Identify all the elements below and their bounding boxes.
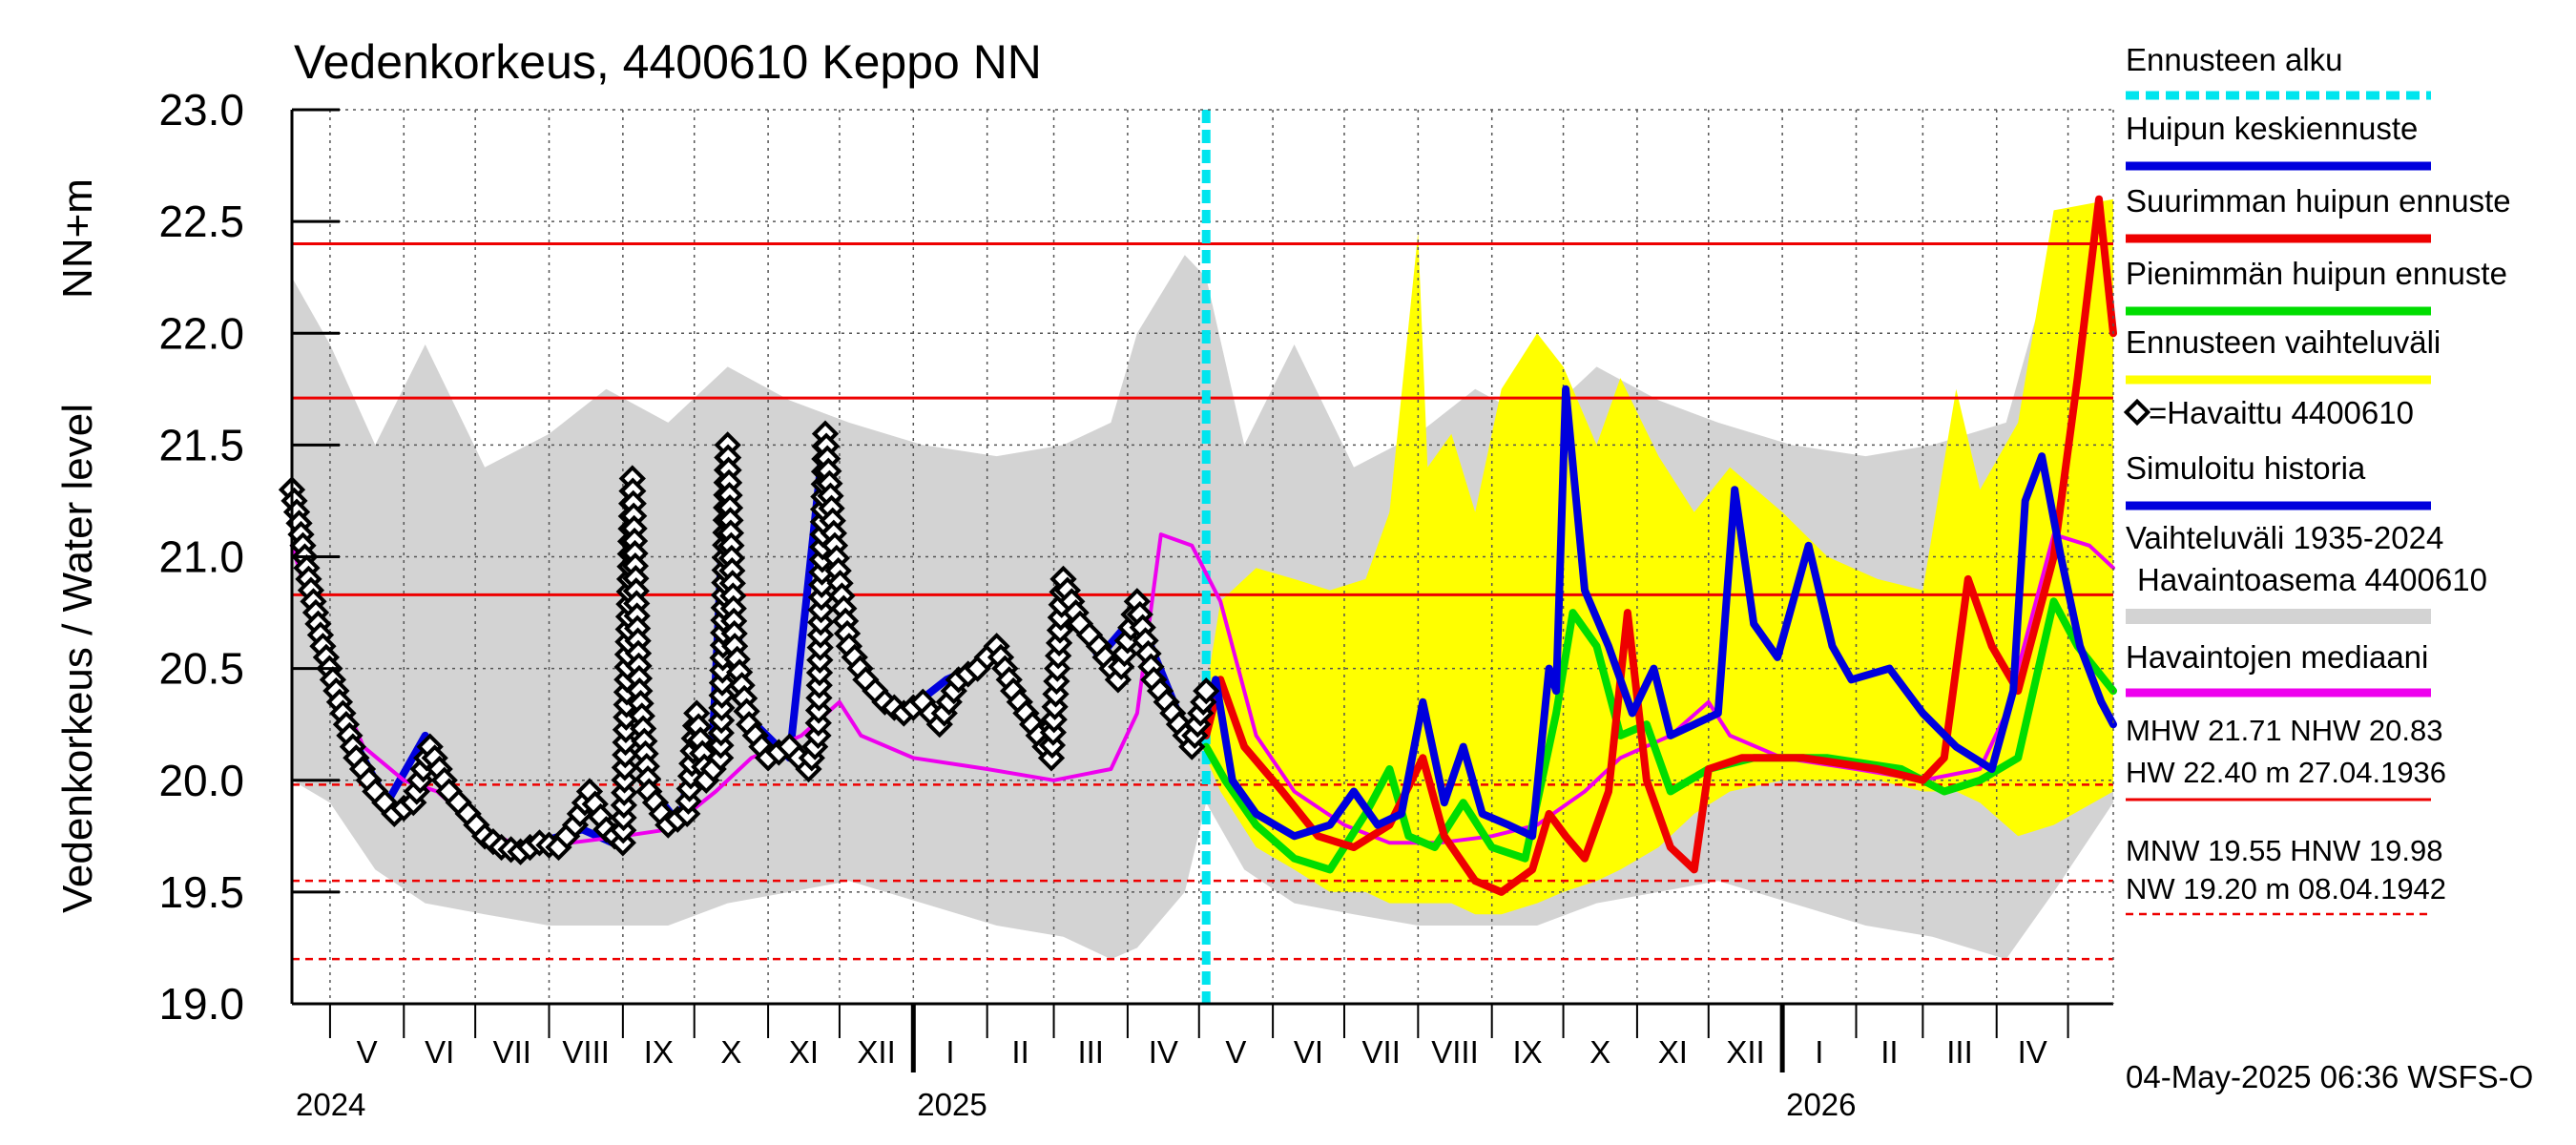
x-month-label: IX — [1513, 1034, 1543, 1070]
x-month-label: VIII — [562, 1034, 610, 1070]
y-tick-label: 20.0 — [158, 756, 244, 805]
x-month-label: VIII — [1431, 1034, 1479, 1070]
x-month-label: IV — [1149, 1034, 1178, 1070]
legend: Ennusteen alku Huipun keskiennuste Suurimm… — [2123, 42, 2511, 697]
y-tick-label: 19.0 — [158, 979, 244, 1029]
legend-label: Pienimmän huipun ennuste — [2126, 256, 2507, 291]
statistics-block: MHW 21.71 NHW 20.83 HW 22.40 m 27.04.193… — [2126, 714, 2446, 916]
y-tick-label: 19.5 — [158, 867, 244, 917]
x-month-label: IX — [644, 1034, 674, 1070]
y-tick-label: 21.0 — [158, 532, 244, 582]
footer-timestamp: 04-May-2025 06:36 WSFS-O — [2126, 1059, 2533, 1094]
x-month-label: V — [357, 1034, 378, 1070]
legend-label: =Havaittu 4400610 — [2149, 395, 2414, 430]
stats-row-3: MNW 19.55 HNW 19.98 — [2126, 834, 2443, 867]
x-axis: V VI VII VIII IX X XI XII I II III IV V VI VII VIII IX X X… — [296, 1004, 2069, 1122]
y-tick-label: 21.5 — [158, 420, 244, 469]
x-month-label: XII — [857, 1034, 895, 1070]
observation-markers — [278, 420, 1220, 865]
x-month-label: II — [1880, 1034, 1898, 1070]
legend-label: Vaihteluväli 1935-2024 — [2126, 520, 2443, 555]
x-month-label: V — [1225, 1034, 1246, 1070]
chart-title: Vedenkorkeus, 4400610 Keppo NN — [294, 35, 1042, 89]
x-month-label: I — [945, 1034, 954, 1070]
observation-marker — [1193, 677, 1220, 705]
legend-entry: Havaintojen mediaani — [2126, 639, 2431, 697]
y-tick-label: 22.5 — [158, 197, 244, 246]
x-year-label: 2025 — [917, 1087, 987, 1122]
x-month-label: XI — [789, 1034, 819, 1070]
stats-row-2: HW 22.40 m 27.04.1936 — [2126, 756, 2446, 789]
legend-label: Suurimman huipun ennuste — [2126, 183, 2511, 219]
y-axis-unit: NN+m — [54, 178, 101, 299]
stats-row-4: NW 19.20 m 08.04.1942 — [2126, 872, 2446, 906]
x-month-label: X — [720, 1034, 741, 1070]
x-month-label: X — [1589, 1034, 1610, 1070]
y-tick-label: 23.0 — [158, 85, 244, 135]
legend-entry: Simuloitu historia — [2126, 450, 2431, 510]
x-month-label: III — [1946, 1034, 1973, 1070]
legend-label: Simuloitu historia — [2126, 450, 2366, 486]
legend-entry: Ennusteen vaihteluväli — [2126, 324, 2441, 385]
x-month-label: I — [1815, 1034, 1823, 1070]
y-tick-label: 20.5 — [158, 644, 244, 694]
y-tick-label: 22.0 — [158, 308, 244, 358]
x-month-label: II — [1011, 1034, 1028, 1070]
legend-label-2: Havaintoasema 4400610 — [2137, 562, 2487, 597]
y-axis-label: Vedenkorkeus / Water level — [54, 404, 101, 913]
legend-entry: Suurimman huipun ennuste — [2126, 183, 2511, 243]
x-month-label: VII — [493, 1034, 531, 1070]
legend-label: Huipun keskiennuste — [2126, 111, 2418, 146]
x-month-label: XII — [1726, 1034, 1764, 1070]
x-month-label: III — [1077, 1034, 1104, 1070]
legend-label: Havaintojen mediaani — [2126, 639, 2428, 675]
legend-entry: =Havaittu 4400610 — [2123, 395, 2414, 430]
legend-entry: Huipun keskiennuste — [2126, 111, 2431, 171]
series-line-suurimman-huipun-ennuste — [1202, 195, 2117, 896]
legend-entry: Pienimmän huipun ennuste — [2126, 256, 2507, 316]
x-month-label: VI — [425, 1034, 454, 1070]
legend-label: Ennusteen alku — [2126, 42, 2343, 77]
x-year-label: 2026 — [1786, 1087, 1856, 1122]
x-month-label: IV — [2018, 1034, 2047, 1070]
x-month-label: XI — [1658, 1034, 1688, 1070]
legend-marker-icon — [2123, 398, 2151, 427]
stats-row-1: MHW 21.71 NHW 20.83 — [2126, 714, 2443, 747]
y-axis: 19.0 19.5 20.0 20.5 21.0 21.5 22.0 22.5 23.0 — [158, 85, 340, 1029]
legend-label: Ennusteen vaihteluväli — [2126, 324, 2441, 360]
x-month-label: VI — [1294, 1034, 1323, 1070]
legend-entry: Vaihteluväli 1935-2024 Havaintoasema 4400… — [2126, 520, 2487, 624]
x-month-label: VII — [1362, 1034, 1401, 1070]
series-line-huipun-keskiennuste — [1202, 385, 2117, 841]
reference-lines — [292, 110, 2113, 1004]
legend-entry: Ennusteen alku — [2126, 42, 2431, 100]
x-year-label: 2024 — [296, 1087, 365, 1122]
